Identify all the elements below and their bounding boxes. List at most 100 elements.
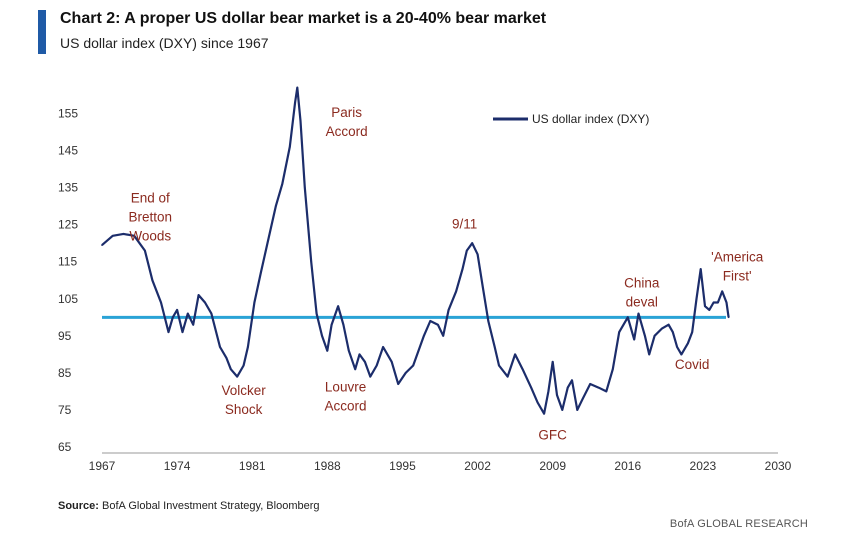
data-point [151,279,154,282]
annotation-line: Louvre [325,379,366,394]
annotation-line: 'America [711,250,764,265]
x-tick-label: 1981 [239,459,266,473]
data-point [144,249,146,252]
annotation-label: Paris Accord [326,105,368,139]
data-point [275,205,277,207]
data-point [397,383,399,385]
data-point [514,353,516,356]
annotation-line: Accord [326,124,368,139]
data-point [530,386,533,389]
annotation-line: Covid [675,357,710,372]
data-point [219,346,221,348]
data-point [176,309,178,311]
data-point [633,338,636,341]
y-tick-label: 135 [58,181,78,195]
data-point [699,268,702,270]
data-point [648,353,651,356]
data-point [653,335,656,337]
data-point [571,379,573,382]
data-point [101,244,103,246]
data-point [644,335,646,337]
data-point [321,335,323,337]
data-point [556,394,558,396]
data-point [471,242,473,245]
data-point [122,233,125,235]
annotation-line: deval [626,295,658,310]
data-point [296,86,299,89]
x-tick-label: 1967 [89,459,116,473]
data-point [197,294,200,296]
data-point [721,290,724,293]
x-tick-label: 1974 [164,459,191,473]
data-point [506,375,509,378]
x-tick-label: 2030 [765,459,792,473]
data-point [727,316,730,319]
data-point [187,312,189,315]
annotation-label: Covid [675,357,710,372]
data-point [461,268,464,270]
data-point [637,312,640,315]
data-point [455,290,457,293]
data-point [717,301,719,304]
annotation-line: Bretton [129,209,173,224]
data-point [404,372,407,374]
dxy-line-chart: 65 75 85 95 105 115 125 135 145 155 1967 1974 1981 19… [58,86,792,473]
data-point [661,327,663,330]
data-point [412,364,414,367]
data-point [225,357,228,359]
data-point [347,349,350,352]
data-point [354,368,357,370]
data-point [536,401,539,404]
data-point [288,146,291,148]
x-tick-label: 2016 [614,459,641,473]
data-point [111,235,114,237]
data-point [337,305,339,308]
data-point [598,386,600,389]
data-point [611,368,614,370]
data-point [299,120,302,122]
data-point [310,260,313,263]
data-point [712,301,715,304]
x-tick-label: 1995 [389,459,416,473]
data-point [561,409,564,411]
annotation-line: Paris [331,105,362,120]
y-tick-label: 95 [58,329,72,343]
data-point [476,253,479,256]
data-point [576,409,579,411]
annotation-line: End of [131,190,170,205]
data-point [626,316,629,319]
data-point [267,238,270,241]
data-point [330,323,333,326]
annotation-line: Woods [129,228,171,243]
data-point [618,331,620,333]
data-point [589,383,592,385]
x-tick-label: 1988 [314,459,341,473]
data-point [364,360,366,363]
data-point [315,312,318,315]
data-point [172,316,174,319]
data-point [382,346,384,348]
source-note: Source: BofA Global Investment Strategy,… [58,500,320,512]
data-point [543,412,545,415]
data-point [358,353,361,356]
annotation-line: 9/11 [452,216,477,231]
data-point [447,309,450,311]
annotation-line: Volcker [221,383,266,398]
data-point [247,346,249,348]
data-point [493,346,496,348]
data-point [687,342,689,345]
y-tick-label: 85 [58,366,72,380]
x-tick-label: 2023 [690,459,717,473]
data-point [429,320,432,322]
y-tick-label: 155 [58,107,78,121]
y-tick-label: 115 [58,255,77,269]
data-point [691,331,693,333]
data-point [482,286,484,289]
annotation-label: Louvre Accord [325,379,367,413]
data-point [566,386,569,389]
y-tick-label: 125 [58,218,78,232]
data-point [167,331,170,333]
annotation-line: Shock [225,402,263,417]
data-point [547,390,550,393]
brand-footer: BofA GLOBAL RESEARCH [669,518,808,530]
